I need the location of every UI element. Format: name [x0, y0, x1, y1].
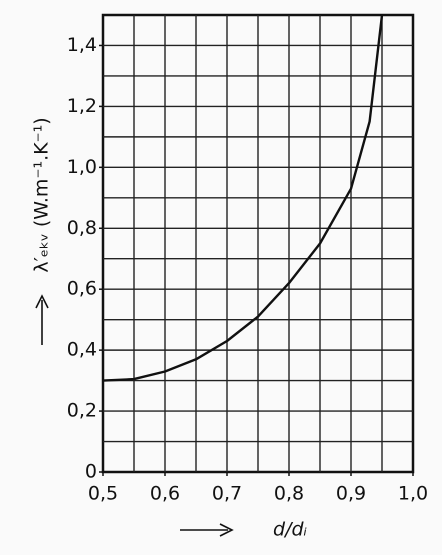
y-tick-label: 1,2: [67, 95, 97, 117]
y-tick-label: 0,6: [67, 278, 97, 300]
x-axis-label: d/dᵢ: [273, 519, 307, 541]
data-line: [102, 14, 384, 382]
y-tick-label: 0,8: [67, 217, 97, 239]
y-tick-label: 1,4: [67, 34, 97, 56]
x-tick-label: 0,6: [150, 483, 180, 505]
y-arrow-head: [35, 294, 49, 309]
x-tick-label: 0,8: [274, 483, 304, 505]
y-tick-label: 1,0: [67, 156, 97, 178]
y-axis-label: λ′ₑₖᵥ (W.m⁻¹.K⁻¹): [31, 117, 53, 272]
y-tick-label: 0: [85, 461, 97, 483]
x-tick-label: 0,7: [212, 483, 242, 505]
x-arrow-head: [219, 523, 234, 537]
x-tick-label: 0,9: [336, 483, 366, 505]
y-tick-label: 0,2: [67, 400, 97, 422]
y-tick-label: 0,4: [67, 339, 97, 361]
x-tick-label: 1,0: [398, 483, 428, 505]
x-tick-label: 0,5: [88, 483, 118, 505]
